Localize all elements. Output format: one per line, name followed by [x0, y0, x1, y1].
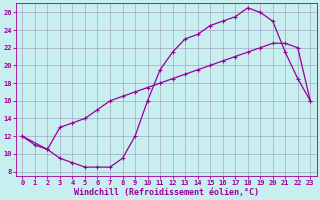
X-axis label: Windchill (Refroidissement éolien,°C): Windchill (Refroidissement éolien,°C) — [74, 188, 259, 197]
